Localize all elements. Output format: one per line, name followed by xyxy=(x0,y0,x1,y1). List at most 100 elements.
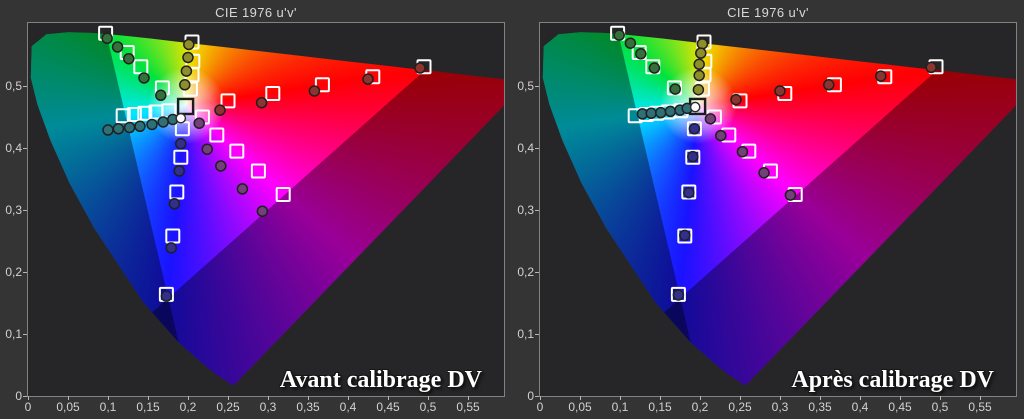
measured-point xyxy=(669,83,681,95)
chart-caption: Après calibrage DV xyxy=(791,367,994,393)
x-tick-mark xyxy=(428,396,429,400)
target-square xyxy=(275,187,291,202)
measured-point xyxy=(175,137,187,150)
target-square xyxy=(670,286,686,302)
x-tick-label: 0,15 xyxy=(136,400,160,414)
x-tick-label: 0 xyxy=(24,400,32,414)
measured-point xyxy=(679,229,691,242)
target-square xyxy=(148,104,164,120)
target-square xyxy=(681,184,697,200)
measured-point xyxy=(692,83,705,96)
x-tick-mark xyxy=(940,396,941,400)
y-tick-mark xyxy=(23,148,27,149)
y-tick-label: 0 xyxy=(527,389,534,403)
measured-point xyxy=(214,104,226,116)
target-square xyxy=(165,228,181,244)
measured-point xyxy=(683,186,695,199)
measured-white-point xyxy=(175,112,187,124)
y-tick-label: 0,4 xyxy=(517,141,534,155)
measured-point xyxy=(362,73,374,85)
measured-point xyxy=(695,47,707,59)
y-tick-mark xyxy=(535,334,539,335)
x-tick-mark xyxy=(740,396,741,400)
x-tick-mark xyxy=(468,396,469,400)
measured-point xyxy=(715,129,727,142)
measured-point xyxy=(165,242,177,254)
x-tick-mark xyxy=(188,396,189,400)
target-square xyxy=(265,85,281,101)
x-tick-label: 0,1 xyxy=(99,400,117,414)
x-tick-mark xyxy=(900,396,901,400)
target-square xyxy=(314,77,330,93)
x-tick-label: 0,05 xyxy=(56,400,80,414)
x-tick-label: 0,3 xyxy=(771,400,789,414)
measured-point xyxy=(655,106,667,119)
measured-point xyxy=(704,113,717,125)
y-tick-mark xyxy=(535,210,539,211)
x-tick-label: 0 xyxy=(536,400,544,414)
measured-white-point xyxy=(689,101,701,113)
measured-point xyxy=(201,143,213,155)
measured-point xyxy=(774,85,786,97)
measured-point xyxy=(758,167,770,179)
x-tick-mark xyxy=(228,396,229,400)
measured-point xyxy=(157,116,169,128)
chart-panel-after: CIE 1976 u'v' Après calibrage DV 0 0,05 0,… xyxy=(512,0,1024,419)
target-square xyxy=(174,121,190,137)
chart-markers xyxy=(98,25,432,302)
x-tick-mark xyxy=(28,396,29,400)
target-square xyxy=(685,149,701,165)
y-tick-mark xyxy=(535,86,539,87)
x-tick-label: 0,25 xyxy=(728,400,752,414)
target-square xyxy=(686,121,702,137)
y-tick-mark xyxy=(23,334,27,335)
x-tick-mark xyxy=(700,396,701,400)
y-tick-label: 0,2 xyxy=(5,265,22,279)
x-tick-label: 0,2 xyxy=(691,400,709,414)
measured-point xyxy=(648,62,661,74)
target-square xyxy=(209,127,225,143)
measured-point xyxy=(102,124,114,136)
target-square xyxy=(137,105,153,121)
measured-point xyxy=(215,160,227,172)
x-tick-mark xyxy=(660,396,661,400)
x-tick-label: 0,25 xyxy=(216,400,240,414)
measured-point xyxy=(784,189,797,201)
measured-point xyxy=(730,93,742,106)
x-tick-mark xyxy=(620,396,621,400)
y-tick-mark xyxy=(23,210,27,211)
x-tick-label: 0,45 xyxy=(888,400,912,414)
target-square xyxy=(169,184,185,200)
y-tick-mark xyxy=(23,396,27,397)
x-tick-mark xyxy=(108,396,109,400)
measured-point xyxy=(236,183,249,195)
y-tick-label: 0,3 xyxy=(517,203,534,217)
x-tick-label: 0,55 xyxy=(968,400,992,414)
measured-point xyxy=(645,107,657,120)
measured-point xyxy=(101,32,113,45)
target-square xyxy=(133,59,149,75)
x-tick-label: 0,4 xyxy=(339,400,357,414)
measured-point xyxy=(146,118,158,131)
x-tick-mark xyxy=(780,396,781,400)
measured-point xyxy=(183,38,195,51)
y-tick-label: 0,1 xyxy=(5,327,22,341)
measured-point xyxy=(123,121,136,134)
y-tick-label: 0,5 xyxy=(517,79,534,93)
target-square xyxy=(250,163,266,179)
chart-markers xyxy=(610,25,944,302)
y-tick-mark xyxy=(535,396,539,397)
measured-point xyxy=(160,290,173,302)
y-tick-mark xyxy=(23,86,27,87)
x-tick-mark xyxy=(268,396,269,400)
x-tick-label: 0,1 xyxy=(611,400,629,414)
plot-area: Avant calibrage DV xyxy=(27,22,505,397)
target-square xyxy=(173,149,189,165)
measured-point xyxy=(308,85,321,97)
x-tick-mark xyxy=(348,396,349,400)
measured-point xyxy=(875,70,887,82)
y-tick-mark xyxy=(535,272,539,273)
measured-point xyxy=(134,120,146,133)
chart-title: CIE 1976 u'v' xyxy=(727,5,809,20)
x-tick-label: 0,5 xyxy=(419,400,437,414)
